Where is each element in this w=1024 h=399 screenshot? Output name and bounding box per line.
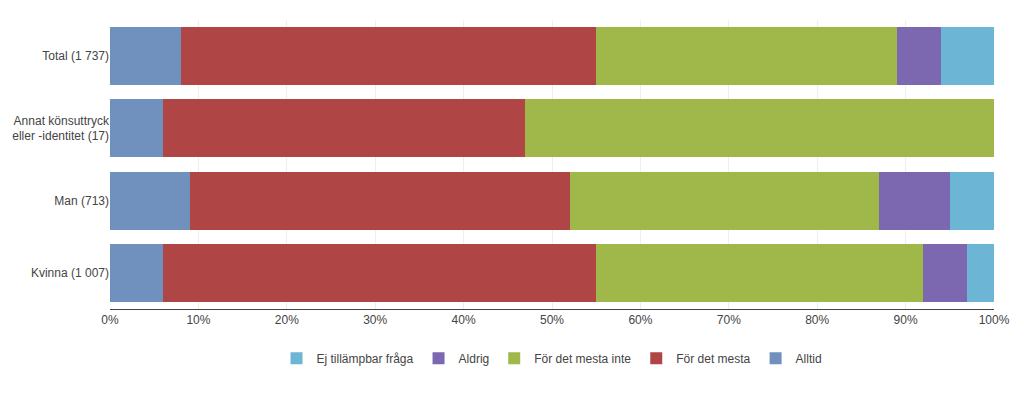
svg-text:För det mesta: För det mesta (676, 352, 750, 366)
svg-text:20%: 20% (275, 313, 299, 327)
svg-text:Annat könsuttryckeller -identi: Annat könsuttryckeller -identitet (17) (12, 114, 110, 144)
svg-text:70%: 70% (717, 313, 741, 327)
svg-text:Aldrig: Aldrig (459, 352, 490, 366)
svg-text:Man (713): Man (713) (54, 194, 109, 208)
svg-text:För det mesta inte: För det mesta inte (534, 352, 631, 366)
svg-text:Ej tillämpbar fråga: Ej tillämpbar fråga (317, 352, 414, 366)
svg-text:40%: 40% (452, 313, 476, 327)
svg-text:0%: 0% (101, 313, 119, 327)
svg-text:60%: 60% (628, 313, 652, 327)
svg-text:Kvinna (1 007): Kvinna (1 007) (31, 266, 109, 280)
svg-text:80%: 80% (805, 313, 829, 327)
svg-text:90%: 90% (894, 313, 918, 327)
svg-text:Total (1 737): Total (1 737) (42, 49, 109, 63)
svg-text:50%: 50% (540, 313, 564, 327)
svg-text:30%: 30% (363, 313, 387, 327)
svg-text:100%: 100% (979, 313, 1010, 327)
svg-text:10%: 10% (186, 313, 210, 327)
svg-text:Alltid: Alltid (796, 352, 822, 366)
